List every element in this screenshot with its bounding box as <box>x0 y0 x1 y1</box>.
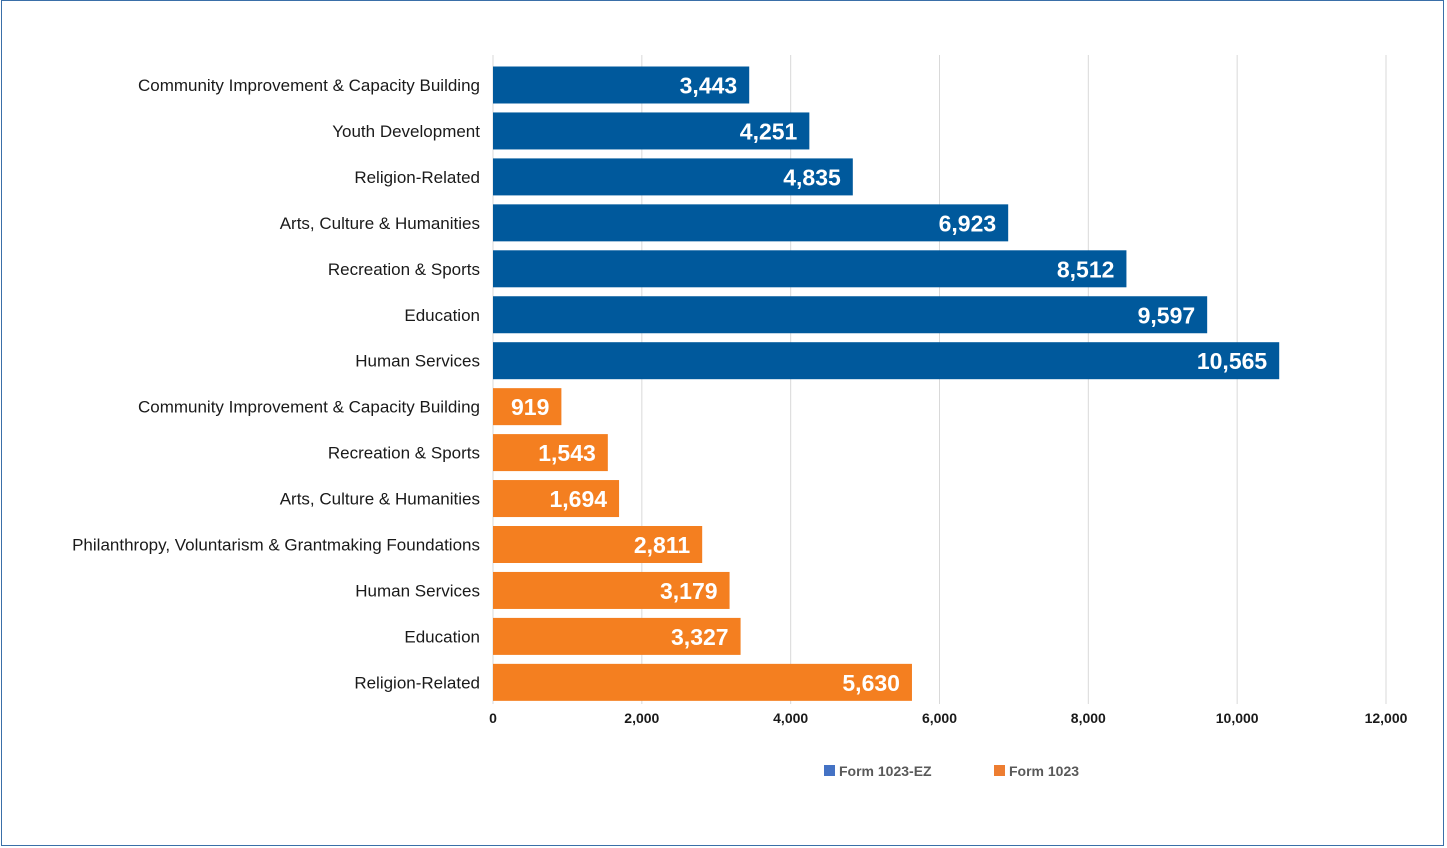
x-tick-label: 10,000 <box>1216 710 1259 726</box>
bar <box>493 388 562 426</box>
category-label: Recreation & Sports <box>328 260 480 279</box>
bar <box>493 342 1280 380</box>
bar <box>493 526 703 563</box>
category-label: Community Improvement & Capacity Buildin… <box>138 76 480 95</box>
bar <box>493 250 1127 288</box>
category-label: Human Services <box>355 581 480 600</box>
data-label: 5,630 <box>842 670 900 696</box>
legend-label: Form 1023 <box>1009 763 1079 779</box>
category-label: Recreation & Sports <box>328 444 480 463</box>
legend-swatch <box>824 765 835 776</box>
legend-label: Form 1023-EZ <box>839 763 932 779</box>
data-label: 10,565 <box>1197 348 1268 374</box>
data-label: 3,179 <box>660 578 718 604</box>
category-label: Human Services <box>355 352 480 371</box>
x-tick-label: 4,000 <box>773 710 808 726</box>
category-label: Religion-Related <box>354 673 480 692</box>
bar <box>493 571 730 609</box>
category-label: Religion-Related <box>354 168 480 187</box>
legend: Form 1023-EZ Form 1023 <box>824 763 1079 779</box>
bar <box>493 112 810 150</box>
data-label: 919 <box>511 394 549 420</box>
x-axis-tick-labels: 0 2,000 4,000 6,000 8,000 10,000 12,000 <box>489 710 1408 726</box>
x-tick-label: 12,000 <box>1365 710 1408 726</box>
category-label: Education <box>404 627 480 646</box>
data-label: 2,811 <box>634 532 690 558</box>
x-tick-label: 8,000 <box>1071 710 1106 726</box>
data-label: 8,512 <box>1057 256 1115 282</box>
category-label: Philanthropy, Voluntarism & Grantmaking … <box>72 536 480 555</box>
category-label: Arts, Culture & Humanities <box>280 214 480 233</box>
category-label: Education <box>404 306 480 325</box>
bar <box>493 66 750 104</box>
bar <box>493 663 912 701</box>
bar <box>493 434 608 472</box>
data-label: 4,251 <box>740 118 798 144</box>
data-label: 3,443 <box>680 73 738 99</box>
category-labels: Community Improvement & Capacity Buildin… <box>72 76 480 692</box>
bar <box>493 480 620 518</box>
category-label: Arts, Culture & Humanities <box>280 490 480 509</box>
data-label: 4,835 <box>783 164 841 190</box>
bar <box>493 296 1208 334</box>
bar <box>493 617 741 655</box>
data-label: 1,543 <box>538 440 596 466</box>
x-tick-label: 6,000 <box>922 710 957 726</box>
legend-swatch <box>994 765 1005 776</box>
category-label: Youth Development <box>332 122 480 141</box>
data-label: 9,597 <box>1138 302 1196 328</box>
data-label: 6,923 <box>939 210 997 236</box>
x-tick-label: 2,000 <box>624 710 659 726</box>
x-tick-label: 0 <box>489 710 497 726</box>
bar <box>493 158 853 196</box>
bars <box>493 66 1280 701</box>
category-label: Community Improvement & Capacity Buildin… <box>138 398 480 417</box>
data-label: 3,327 <box>671 624 729 650</box>
data-label: 1,694 <box>549 486 607 512</box>
bar <box>493 204 1009 242</box>
